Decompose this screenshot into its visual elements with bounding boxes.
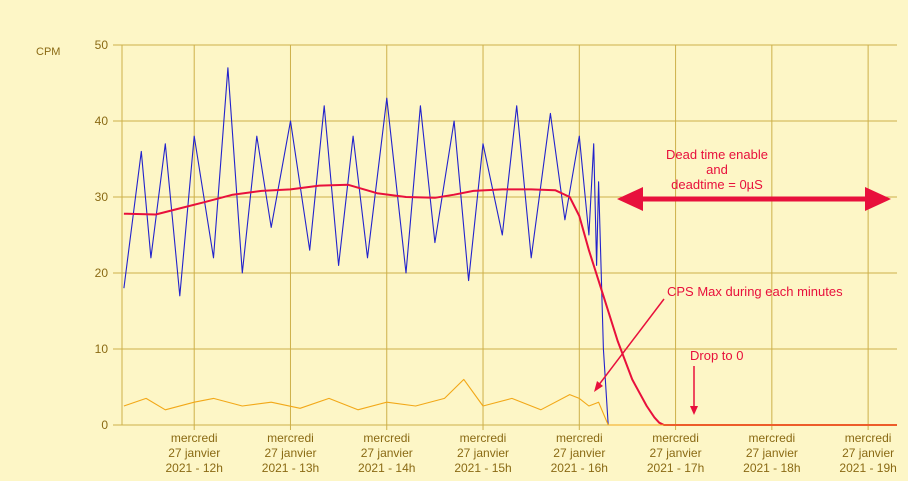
drop-arrow-head (690, 406, 698, 415)
x-tick-label-2: mercredi 27 janvier 2021 - 14h (358, 431, 415, 475)
y-tick-label-2: 20 (95, 266, 109, 280)
y-tick-label-1: 10 (95, 342, 109, 356)
x-tick-label-4: mercredi 27 janvier 2021 - 16h (551, 431, 608, 475)
series-line-0 (123, 67, 609, 426)
y-axis: 0 10 20 30 40 50 (95, 38, 109, 432)
y-tick-label-0: 0 (101, 418, 108, 432)
x-tick-label-7: mercredi 27 janvier 2021 - 19h (839, 431, 896, 475)
x-tick-label-6: mercredi 27 janvier 2021 - 18h (743, 431, 800, 475)
cps-max-arrow-shaft (597, 298, 665, 387)
y-tick-label-3: 30 (95, 190, 109, 204)
grid (113, 44, 897, 430)
series-group (123, 67, 897, 426)
series-line-2 (123, 378, 897, 426)
annotation-cps-max: CPS Max during each minutes (667, 284, 843, 299)
y-tick-label-4: 40 (95, 114, 109, 128)
cps-max-arrow-head (594, 381, 603, 392)
series-line-1 (123, 183, 897, 426)
annotation-drop-to-0: Drop to 0 (690, 348, 743, 363)
annotations: Dead time enable and deadtime = 0µS CPS Max… (594, 147, 891, 415)
dead-time-arrow-left-head (617, 187, 643, 211)
y-tick-label-5: 50 (95, 38, 109, 52)
annotation-dead-time: Dead time enable and deadtime = 0µS (666, 147, 768, 192)
x-axis: mercredi 27 janvier 2021 - 12h mercredi 27 j… (166, 431, 897, 475)
y-axis-label: CPM (36, 46, 60, 58)
x-tick-label-1: mercredi 27 janvier 2021 - 13h (262, 431, 319, 475)
x-tick-label-0: mercredi 27 janvier 2021 - 12h (166, 431, 223, 475)
x-tick-label-3: mercredi 27 janvier 2021 - 15h (454, 431, 511, 475)
x-tick-label-5: mercredi 27 janvier 2021 - 17h (647, 431, 704, 475)
dead-time-arrow-right-head (865, 187, 891, 211)
